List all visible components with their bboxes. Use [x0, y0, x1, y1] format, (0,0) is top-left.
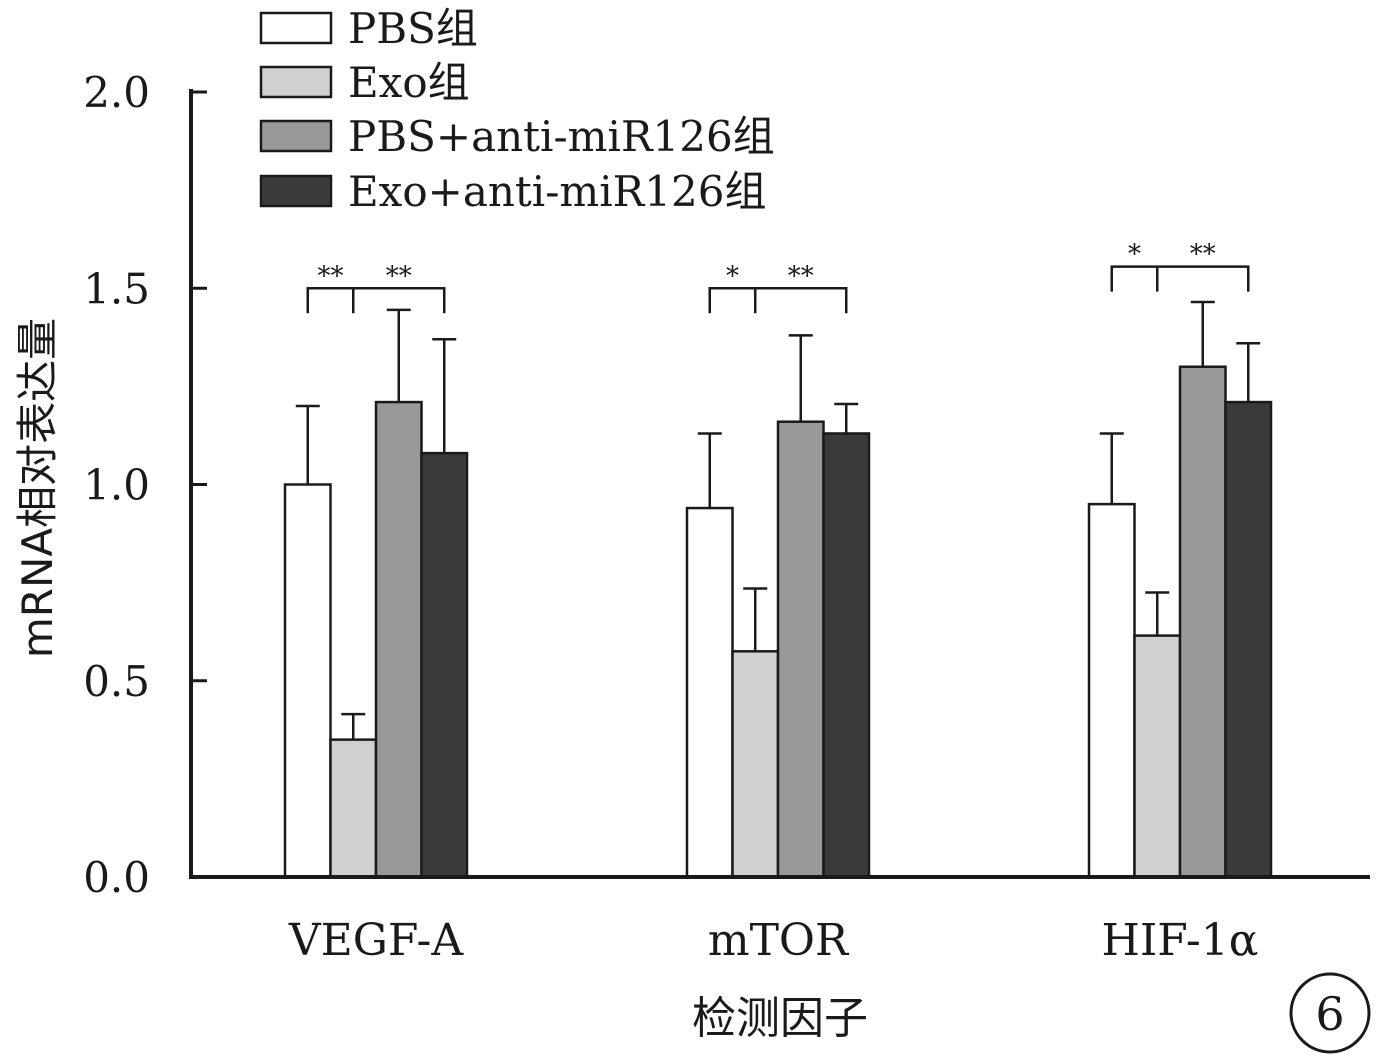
- error-bars: [295, 300, 1261, 740]
- legend-swatch: [259, 65, 333, 99]
- significance-label: *: [1128, 240, 1141, 270]
- x-axis-label: 检测因子: [692, 993, 868, 1044]
- significance-bracket: [306, 287, 446, 314]
- bar: [776, 420, 825, 879]
- bar: [1178, 365, 1227, 879]
- bars: [283, 365, 1273, 879]
- y-tick-label: 1.0: [83, 461, 150, 510]
- bar: [685, 506, 734, 879]
- y-tick-label: 2.0: [83, 68, 150, 117]
- bar: [1224, 400, 1273, 879]
- bar: [822, 432, 871, 879]
- panel-label: 6: [1289, 972, 1371, 1054]
- panel-label-text: 6: [1315, 987, 1344, 1041]
- bar: [329, 738, 378, 879]
- significance-label: **: [1190, 240, 1216, 270]
- y-tick-label: 0.0: [83, 853, 150, 902]
- legend-label: Exo+anti-miR126组: [348, 167, 766, 216]
- y-tick-label: 1.5: [83, 264, 150, 313]
- panel-label-circle: [1289, 972, 1371, 1054]
- significance-label: **: [386, 261, 412, 291]
- legend-swatch: [259, 11, 333, 45]
- significance-label: **: [788, 261, 814, 291]
- legend-label: PBS组: [348, 4, 478, 53]
- x-tick-label: HIF-1α: [1102, 915, 1259, 966]
- bar: [374, 400, 423, 879]
- significance-bracket: [1110, 265, 1250, 292]
- x-tick-label: mTOR: [708, 915, 850, 966]
- legend-swatch: [259, 119, 333, 153]
- x-tick-label: VEGF-A: [288, 915, 464, 966]
- significance-label: *: [726, 261, 739, 291]
- significance-brackets: ** ** * *** **: [306, 240, 1250, 314]
- significance-bracket: [708, 287, 848, 314]
- bar: [1133, 634, 1182, 879]
- legend: PBS组 Exo组 PBS+anti-miR126组 Exo+anti-miR126组: [259, 4, 775, 216]
- legend-label: PBS+anti-miR126组: [348, 112, 775, 161]
- significance-label: **: [318, 261, 344, 291]
- bar: [420, 451, 469, 879]
- x-ticks: VEGF-A mTOR HIF-1α: [288, 915, 1259, 966]
- y-ticks: 0.0 0.5 1.0 1.5 2.0: [83, 68, 207, 902]
- bar: [283, 483, 332, 879]
- y-axis-label: mRNA相对表达量: [13, 318, 62, 658]
- legend-swatch: [259, 174, 333, 208]
- legend-label: Exo组: [348, 58, 470, 107]
- y-tick-label: 0.5: [83, 657, 150, 706]
- bar: [1087, 502, 1136, 879]
- bar: [731, 650, 780, 879]
